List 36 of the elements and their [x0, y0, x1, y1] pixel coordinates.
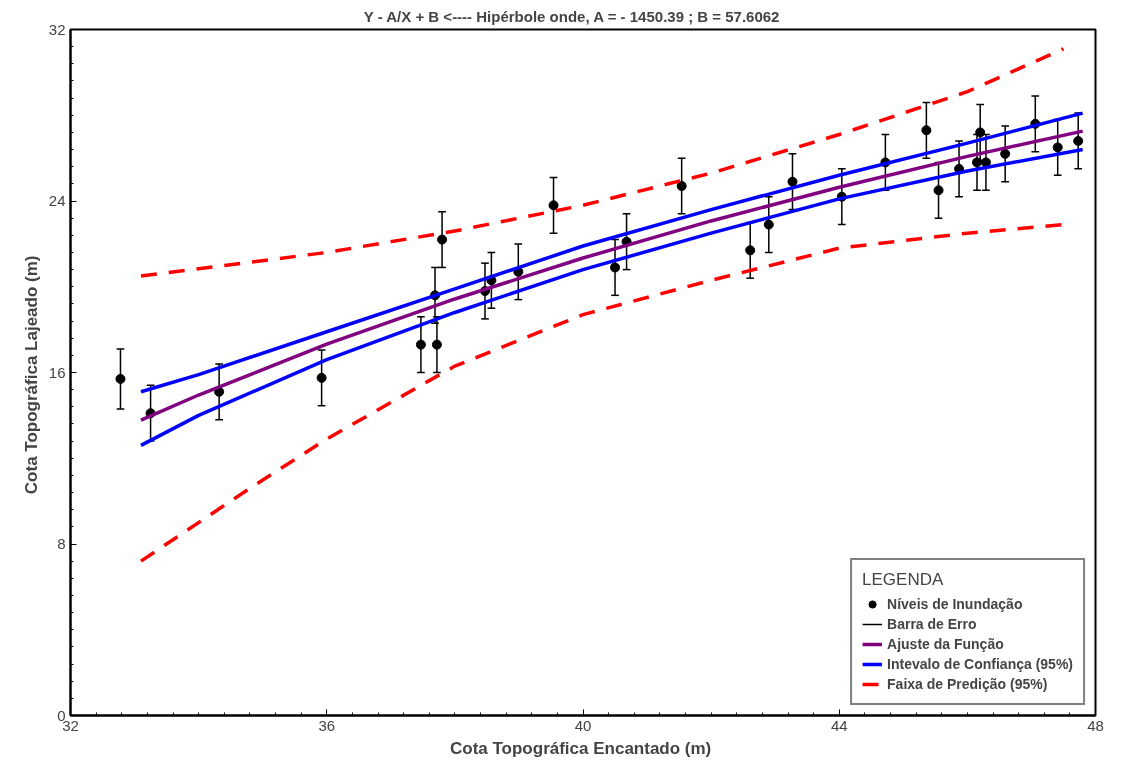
line-series — [139, 47, 1066, 278]
point — [316, 372, 327, 383]
legend-label: Faixa de Predição (95%) — [887, 675, 1048, 693]
point — [115, 373, 126, 384]
annotation: Barra de Erro — [887, 615, 977, 633]
point — [431, 339, 442, 350]
point — [437, 234, 448, 245]
x-tick-label: 44 — [830, 716, 848, 734]
point — [415, 339, 426, 350]
point — [921, 125, 932, 136]
point — [971, 157, 982, 168]
point — [676, 181, 687, 191]
x-tick-label: 40 — [574, 716, 592, 734]
x-tick-label: 36 — [318, 716, 336, 734]
point — [1052, 142, 1063, 153]
y-tick-label: 24 — [48, 192, 66, 209]
point — [787, 176, 798, 187]
legend-title: LEGENDA — [862, 570, 945, 590]
point — [933, 185, 944, 196]
point — [763, 219, 774, 230]
y-tick-label: 16 — [48, 363, 66, 381]
x-tick-label: 48 — [1087, 716, 1104, 734]
point — [548, 200, 559, 211]
legend-label: Níveis de Inundação — [887, 595, 1023, 613]
legend-label: Ajuste da Função — [887, 635, 1004, 653]
point — [745, 245, 756, 256]
y-axis-title: Cota Topográfica Lajeado (m) — [21, 255, 41, 495]
y-tick-label: 8 — [57, 535, 66, 552]
point — [980, 157, 991, 168]
point — [610, 262, 621, 273]
point — [1073, 135, 1084, 146]
point — [1000, 148, 1011, 159]
x-axis-title: Cota Topográfica Encantado (m) — [449, 738, 712, 758]
legend-label: Intevalo de Confiança (95%) — [887, 655, 1073, 673]
chart-title: Y - A/X + B <---- Hipérbole onde, A = - 1450.39 ; B = 57.6062 — [363, 7, 780, 25]
y-tick-label: 32 — [48, 20, 66, 38]
